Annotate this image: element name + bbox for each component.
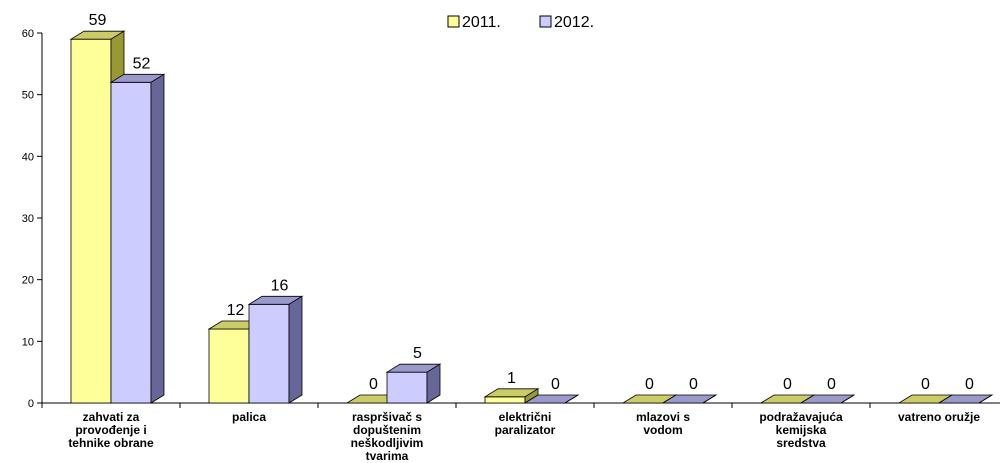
data-label: 0 [369, 376, 378, 393]
data-label: 59 [89, 12, 107, 29]
legend-swatch [447, 15, 460, 28]
legend-label: 2011. [462, 14, 501, 31]
y-tick-label: 60 [22, 28, 34, 40]
y-tick-label: 40 [22, 151, 34, 163]
bar-s2011-3 [483, 388, 540, 404]
bar-front [208, 328, 250, 404]
bar-s2012-2 [385, 363, 442, 404]
bar-front [70, 38, 112, 404]
bar-front [484, 396, 526, 404]
bar-front [248, 303, 290, 404]
y-tick-label: 20 [22, 275, 34, 287]
category-label: neškodljivim [351, 436, 424, 450]
data-label: 0 [965, 376, 974, 393]
category-label: sredstva [776, 436, 826, 450]
legend-item-s2012: 2012. [539, 14, 594, 31]
bar-side [840, 394, 855, 404]
data-label: 0 [551, 376, 560, 393]
legend-item-s2011: 2011. [447, 14, 501, 31]
data-label: 1 [507, 370, 516, 387]
category-label: mlazovi s [636, 410, 690, 424]
bar-s2012-0 [109, 73, 166, 404]
bar-s2012-1 [247, 295, 304, 404]
data-label: 12 [227, 302, 245, 319]
y-tick-label: 50 [22, 90, 34, 102]
data-label: 0 [921, 376, 930, 393]
bars [69, 30, 994, 404]
y-tick-label: 10 [22, 336, 34, 348]
bar-front [386, 371, 428, 404]
data-label: 16 [271, 277, 289, 294]
bar-side [288, 295, 303, 404]
category-label: dopuštenim [353, 423, 421, 437]
y-tick-label: 0 [28, 398, 34, 410]
bar-side [702, 394, 717, 404]
data-label: 0 [689, 376, 698, 393]
bar-side [150, 73, 165, 404]
category-label: podražavajuća [759, 410, 843, 424]
category-label: raspršivač s [352, 410, 422, 424]
category-label: palica [232, 410, 266, 424]
bar-side [978, 394, 993, 404]
bar-side [426, 363, 441, 404]
category-label: kemijska [776, 423, 827, 437]
category-label: provođenje i [75, 423, 146, 437]
bar-s2012-4 [661, 394, 718, 404]
bar-s2012-5 [799, 394, 856, 404]
bar-side [564, 394, 579, 404]
data-label: 5 [413, 345, 422, 362]
category-label: vodom [643, 423, 682, 437]
category-label: paralizator [495, 423, 556, 437]
category-label: vatreno oružje [898, 410, 980, 424]
legend-swatch [539, 15, 552, 28]
bar-s2012-6 [937, 394, 994, 404]
y-tick-label: 30 [22, 213, 34, 225]
category-label: električni [499, 410, 552, 424]
category-label: tvarima [366, 449, 409, 463]
legend: 2011. 2012. [447, 14, 594, 31]
data-label: 52 [133, 55, 151, 72]
bar-s2012-3 [523, 394, 580, 404]
data-label: 0 [645, 376, 654, 393]
bar-front [110, 81, 152, 404]
legend-label: 2012. [554, 14, 594, 31]
data-label: 0 [783, 376, 792, 393]
data-label: 0 [827, 376, 836, 393]
category-label: zahvati za [83, 410, 140, 424]
category-label: tehnike obrane [68, 436, 154, 450]
